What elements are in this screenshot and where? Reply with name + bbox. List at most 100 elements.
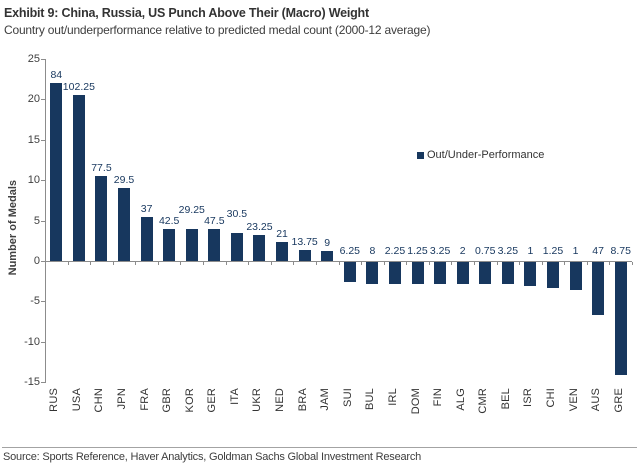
y-tick-label: 15 (27, 133, 40, 146)
category-label-text: JPN (116, 388, 129, 410)
category-label: JPN (116, 388, 130, 430)
bar (253, 234, 266, 261)
bar (501, 262, 514, 285)
bar-value-label: 29.5 (113, 174, 135, 187)
category-label-text: DOM (409, 388, 422, 415)
bar-value-label: 37 (140, 202, 153, 215)
bar (185, 229, 198, 261)
category-label: ISR (522, 388, 536, 430)
category-label-text: UKR (251, 388, 264, 412)
bar-value-label: 1 (572, 245, 579, 257)
y-tick-label: -15 (24, 376, 40, 389)
bar-value-label: 9 (324, 237, 331, 250)
bar (321, 251, 334, 261)
category-label: GRE (613, 388, 627, 430)
x-tick (496, 262, 498, 265)
source-text: Source: Sports Reference, Haver Analytic… (3, 451, 422, 463)
bar (592, 262, 605, 315)
x-tick (293, 262, 295, 265)
category-label: ALG (455, 388, 469, 430)
bar-value-label: 3.25 (497, 245, 519, 257)
footer-divider (2, 447, 637, 448)
y-tick (41, 301, 45, 303)
bar-value-label: 77.5 (91, 162, 112, 175)
bar-value-label: 6.25 (339, 245, 360, 257)
bar-value-label: 29.25 (178, 204, 205, 217)
x-tick (135, 262, 137, 265)
y-tick-label: 10 (27, 174, 40, 187)
category-label-text: RUS (48, 388, 61, 412)
legend-marker-icon (417, 151, 424, 159)
x-tick (338, 262, 340, 265)
bar (614, 262, 627, 376)
category-label-text: ITA (228, 388, 241, 405)
category-label-text: ISR (522, 388, 535, 407)
bar (434, 262, 447, 285)
category-label: FRA (139, 388, 153, 430)
legend: Out/Under-Performance (417, 149, 544, 161)
bar-value-label: 8 (369, 245, 376, 257)
y-tick-label: 25 (27, 53, 40, 65)
y-tick-label: 0 (33, 255, 40, 267)
x-tick (451, 262, 453, 265)
category-label-text: VEN (567, 388, 580, 412)
legend-label: Out/Under-Performance (427, 149, 545, 161)
bar-value-label: 1 (527, 245, 534, 257)
x-tick (564, 262, 566, 265)
category-label-text: CHN (93, 388, 106, 413)
x-tick (586, 262, 588, 265)
bar-value-label: 21 (276, 227, 288, 240)
x-tick (383, 262, 385, 265)
x-tick (541, 262, 543, 265)
x-tick (632, 262, 633, 265)
category-label: DOM (410, 388, 424, 430)
category-label-text: CMR (477, 388, 490, 414)
x-tick (180, 262, 182, 265)
x-tick (225, 262, 227, 265)
bar (524, 262, 537, 287)
category-label: BEL (500, 388, 514, 430)
bar-value-label: 84 (50, 69, 63, 82)
category-label-text: IRL (386, 388, 399, 406)
bar-value-label: 102.25 (62, 81, 95, 94)
y-tick-label: 20 (27, 93, 40, 106)
bar (230, 232, 243, 261)
category-label-text: JAM (319, 388, 332, 411)
y-tick (41, 99, 45, 101)
category-label-text: CHI (544, 388, 557, 408)
bar-value-label: 0.75 (475, 245, 496, 257)
category-label: IRL (387, 388, 401, 430)
x-tick (609, 262, 611, 265)
category-label: NED (274, 388, 288, 430)
y-tick (41, 59, 45, 60)
category-label: CHI (545, 388, 559, 430)
bar (569, 262, 582, 291)
y-tick-label: 5 (33, 214, 40, 227)
bar (298, 249, 311, 261)
bar (546, 262, 559, 289)
bar (366, 262, 379, 285)
category-label: SUI (342, 388, 356, 430)
bar (140, 216, 153, 261)
bar-value-label: 3.25 (429, 245, 451, 257)
bar (95, 176, 108, 261)
y-tick-label: -10 (24, 335, 40, 348)
bar (388, 262, 401, 285)
bar-value-label: 8.75 (610, 245, 631, 257)
x-tick (406, 262, 408, 265)
bar-value-label: 23.25 (246, 220, 273, 233)
category-label-text: KOR (183, 388, 196, 413)
bar-value-label: 2 (459, 245, 466, 257)
bar-value-label: 47.5 (204, 214, 225, 227)
category-label: BUL (364, 388, 378, 430)
bar (118, 188, 131, 261)
y-tick-label: -5 (30, 295, 40, 308)
page-subtitle: Country out/underperformance relative to… (4, 23, 431, 37)
bar-value-label: 1.25 (407, 245, 428, 257)
x-tick (270, 262, 272, 265)
bar-value-label: 1.25 (542, 245, 564, 257)
category-label: KOR (184, 388, 198, 430)
category-label-text: GER (206, 388, 219, 413)
category-label: CHN (93, 388, 107, 430)
